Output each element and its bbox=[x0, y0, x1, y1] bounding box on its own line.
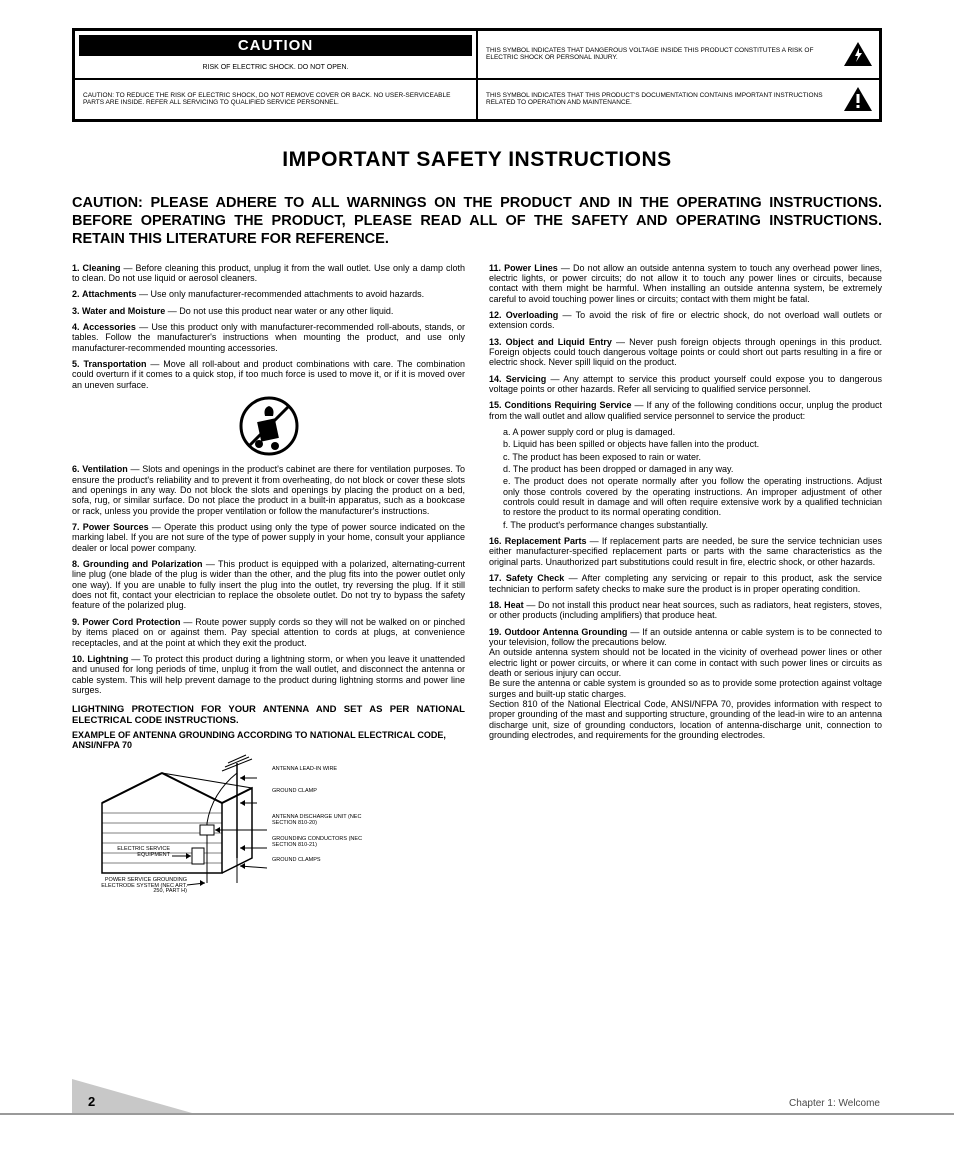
instruction-item: 8. Grounding and Polarization — This pro… bbox=[72, 559, 465, 611]
instruction-item: 6. Ventilation — Slots and openings in t… bbox=[72, 464, 465, 516]
sublist-item: d. The product has been dropped or damag… bbox=[503, 464, 882, 474]
instruction-item: 7. Power Sources — Operate this product … bbox=[72, 522, 465, 553]
right-column: 11. Power Lines — Do not allow an outsid… bbox=[489, 263, 882, 914]
footer-chapter: Chapter 1: Welcome bbox=[789, 1098, 880, 1109]
caution-lower-text: CAUTION: TO REDUCE THE RISK OF ELECTRIC … bbox=[74, 79, 478, 121]
label-clamps: GROUND CLAMPS bbox=[272, 858, 321, 864]
instruction-item: 11. Power Lines — Do not allow an outsid… bbox=[489, 263, 882, 304]
instruction-item: 15. Conditions Requiring Service — If an… bbox=[489, 400, 882, 421]
sublist-item: b. Liquid has been spilled or objects ha… bbox=[503, 439, 882, 449]
exclaim-symbol-desc: THIS SYMBOL INDICATES THAT THIS PRODUCT'… bbox=[477, 79, 881, 121]
label-service: ELECTRIC SERVICE EQUIPMENT bbox=[112, 847, 170, 859]
sublist-item: c. The product has been exposed to rain … bbox=[503, 452, 882, 462]
label-discharge: ANTENNA DISCHARGE UNIT (NEC SECTION 810-… bbox=[272, 815, 367, 827]
lightning-icon bbox=[843, 41, 873, 67]
main-caution-paragraph: CAUTION: PLEASE ADHERE TO ALL WARNINGS O… bbox=[72, 194, 882, 248]
label-lead-in: ANTENNA LEAD-IN WIRE bbox=[272, 767, 337, 773]
instruction-item: 12. Overloading — To avoid the risk of f… bbox=[489, 310, 882, 331]
sublist-item: e. The product does not operate normally… bbox=[503, 476, 882, 517]
page-number: 2 bbox=[88, 1094, 95, 1109]
instruction-item: 2. Attachments — Use only manufacturer-r… bbox=[72, 289, 465, 299]
cart-tip-icon bbox=[72, 396, 465, 458]
antenna-grounding-diagram: ANTENNA LEAD-IN WIRE GROUND CLAMP ANTENN… bbox=[72, 753, 465, 905]
caution-subtitle: RISK OF ELECTRIC SHOCK. DO NOT OPEN. bbox=[75, 60, 476, 78]
antenna-example-heading: EXAMPLE OF ANTENNA GROUNDING ACCORDING T… bbox=[72, 730, 465, 751]
instruction-item: 18. Heat — Do not install this product n… bbox=[489, 600, 882, 621]
instruction-item: 16. Replacement Parts — If replacement p… bbox=[489, 536, 882, 567]
content-columns: 1. Cleaning — Before cleaning this produ… bbox=[72, 263, 882, 914]
instruction-item: 4. Accessories — Use this product only w… bbox=[72, 322, 465, 353]
warning-table: CAUTION RISK OF ELECTRIC SHOCK. DO NOT O… bbox=[72, 28, 882, 122]
label-electrode: POWER SERVICE GROUNDING ELECTRODE SYSTEM… bbox=[92, 878, 187, 895]
label-clamp: GROUND CLAMP bbox=[272, 789, 317, 795]
page-title: IMPORTANT SAFETY INSTRUCTIONS bbox=[72, 148, 882, 172]
exclamation-icon bbox=[843, 86, 873, 112]
caution-cell: CAUTION RISK OF ELECTRIC SHOCK. DO NOT O… bbox=[74, 30, 478, 79]
lightning-protection-heading: LIGHTNING PROTECTION FOR YOUR ANTENNA AN… bbox=[72, 705, 465, 726]
instruction-item: 17. Safety Check — After completing any … bbox=[489, 573, 882, 594]
label-conductors: GROUNDING CONDUCTORS (NEC SECTION 810-21… bbox=[272, 837, 367, 849]
lightning-text: THIS SYMBOL INDICATES THAT DANGEROUS VOL… bbox=[486, 47, 813, 61]
sublist-item: f. The product's performance changes sub… bbox=[503, 520, 882, 530]
footer-divider bbox=[0, 1113, 954, 1115]
instruction-item: 1. Cleaning — Before cleaning this produ… bbox=[72, 263, 465, 284]
instruction-item: 9. Power Cord Protection — Route power s… bbox=[72, 617, 465, 648]
exclaim-text: THIS SYMBOL INDICATES THAT THIS PRODUCT'… bbox=[486, 92, 823, 106]
instruction-item: 10. Lightning — To protect this product … bbox=[72, 654, 465, 695]
caution-banner: CAUTION bbox=[79, 35, 472, 56]
caution-lower: CAUTION: TO REDUCE THE RISK OF ELECTRIC … bbox=[83, 92, 450, 106]
instruction-item: 13. Object and Liquid Entry — Never push… bbox=[489, 337, 882, 368]
lightning-symbol-desc: THIS SYMBOL INDICATES THAT DANGEROUS VOL… bbox=[477, 30, 881, 79]
instruction-item: 3. Water and Moisture — Do not use this … bbox=[72, 306, 465, 316]
instruction-item: 14. Servicing — Any attempt to service t… bbox=[489, 374, 882, 395]
sublist-item: a. A power supply cord or plug is damage… bbox=[503, 427, 882, 437]
left-column: 1. Cleaning — Before cleaning this produ… bbox=[72, 263, 465, 914]
instruction-item: 19. Outdoor Antenna Grounding — If an ou… bbox=[489, 627, 882, 741]
instruction-item: 5. Transportation — Move all roll-about … bbox=[72, 359, 465, 390]
